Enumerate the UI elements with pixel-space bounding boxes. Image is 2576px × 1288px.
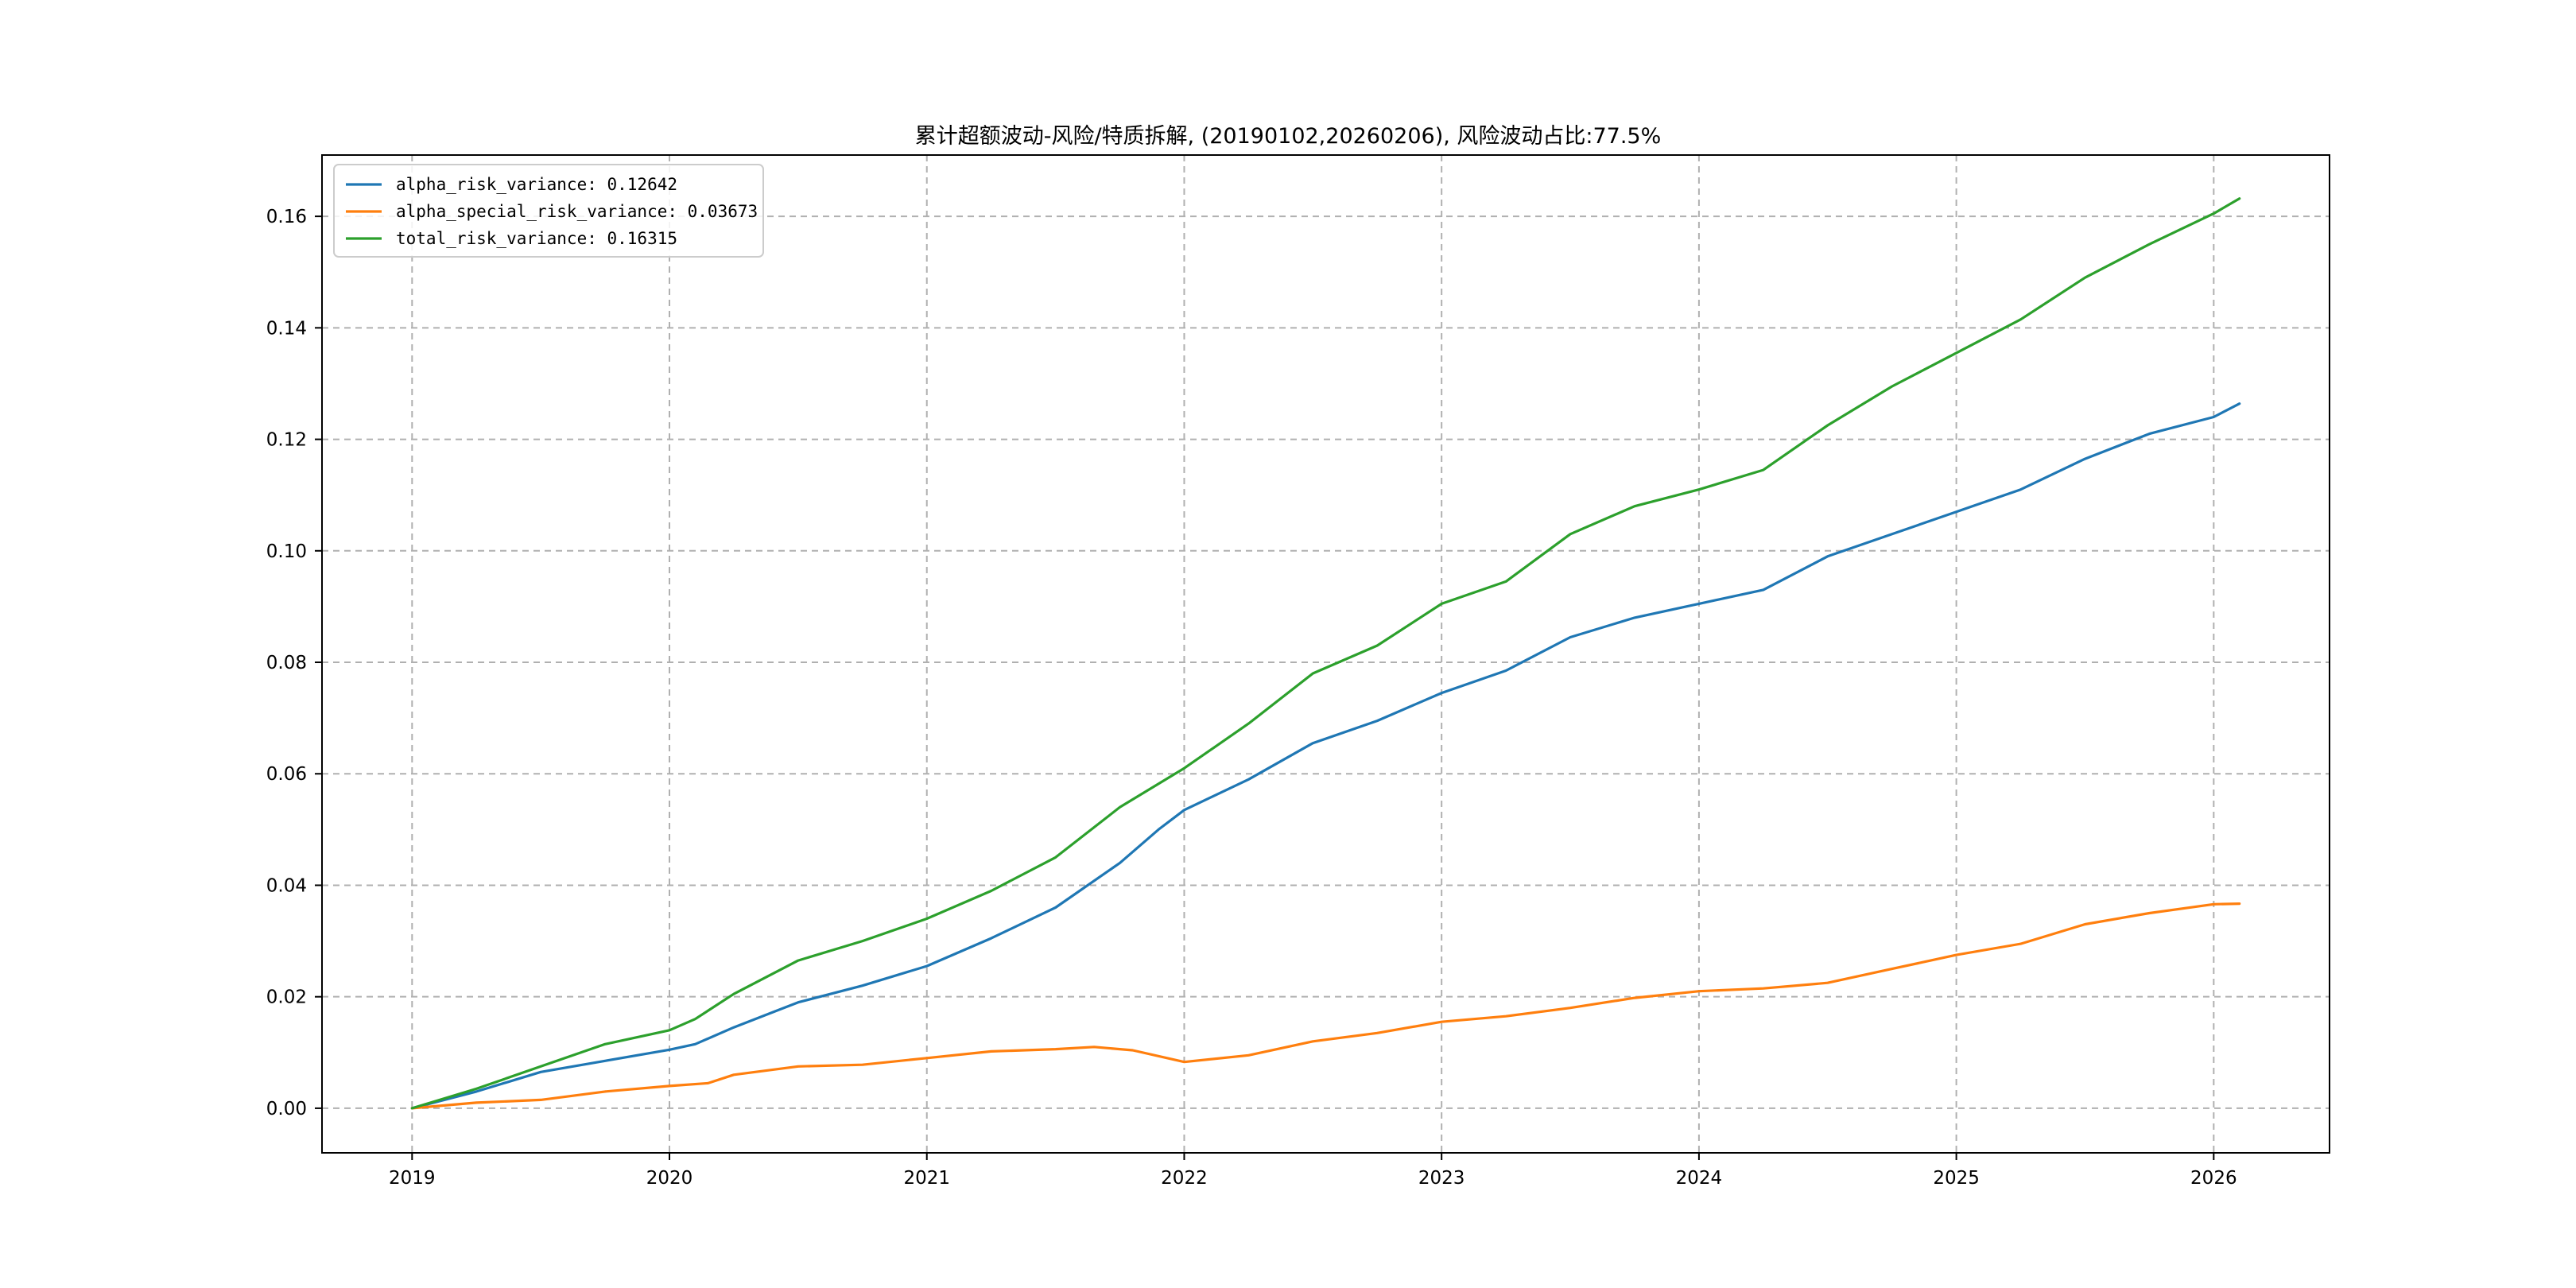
x-tick-label: 2019 [389, 1168, 436, 1189]
series-line-3 [410, 197, 2241, 1110]
y-tick-label: 0.02 [266, 987, 307, 1008]
legend-label: total_risk_variance: 0.16315 [396, 229, 677, 248]
x-tick-label: 2020 [646, 1168, 693, 1189]
y-tick-label: 0.06 [266, 764, 307, 785]
series-line-1 [410, 402, 2241, 1110]
y-tick-label: 0.10 [266, 541, 307, 562]
y-tick-label: 0.12 [266, 430, 307, 451]
x-tick-label: 2024 [1676, 1168, 1723, 1189]
y-tick-label: 0.00 [266, 1099, 307, 1119]
y-tick-label: 0.04 [266, 875, 307, 896]
x-tick-label: 2021 [903, 1168, 950, 1189]
chart-title: 累计超额波动-风险/特质拆解, (20190102,20260206), 风险波… [915, 124, 1662, 149]
legend-label: alpha_risk_variance: 0.12642 [396, 175, 677, 194]
plot-frame [321, 154, 2330, 1154]
grid-layer [322, 155, 2330, 1153]
series-line-2 [410, 902, 2241, 1110]
y-tick-label: 0.14 [266, 318, 307, 339]
series-layer [410, 197, 2241, 1110]
x-tick-label: 2026 [2190, 1168, 2237, 1189]
y-tick-label: 0.08 [266, 653, 307, 673]
legend-box [333, 164, 764, 258]
legend: alpha_risk_variance: 0.12642 alpha_specia… [333, 164, 764, 258]
x-tick-label: 2023 [1418, 1168, 1465, 1189]
x-tick-label: 2025 [1933, 1168, 1980, 1189]
legend-label: alpha_special_risk_variance: 0.03673 [396, 202, 758, 221]
y-tick-label: 0.16 [266, 207, 307, 227]
tick-layer: 2019 2020 2021 2022 2023 2024 2025 2026 0.00 0.02… [266, 207, 2237, 1189]
x-tick-label: 2022 [1161, 1168, 1208, 1189]
